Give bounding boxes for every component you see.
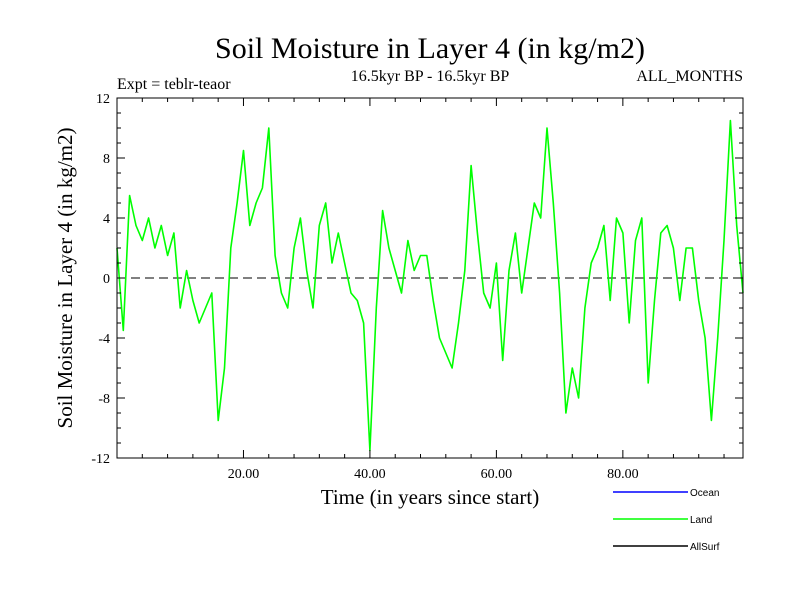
plot-area: -12 -8 -4 0 4 8 12 20.00 40.00 60.00 80.00	[91, 92, 744, 482]
x-axis-label: Time (in years since start)	[321, 485, 540, 509]
chart-subtitle: 16.5kyr BP - 16.5kyr BP	[351, 68, 510, 85]
x-tick-label: 40.00	[354, 467, 386, 482]
chart-title: Soil Moisture in Layer 4 (in kg/m2)	[215, 32, 645, 65]
y-axis-label: Soil Moisture in Layer 4 (in kg/m2)	[53, 128, 77, 429]
y-tick-label: -4	[98, 332, 110, 347]
period-label: ALL_MONTHS	[636, 68, 743, 85]
x-tick-label: 60.00	[481, 467, 513, 482]
legend: Ocean Land AllSurf	[613, 488, 720, 553]
y-tick-label: -8	[98, 392, 110, 407]
legend-label-allsurf: AllSurf	[690, 542, 720, 553]
experiment-label: Expt = teblr-teaor	[117, 76, 231, 93]
y-tick-label: -12	[91, 452, 110, 467]
series-line-land	[116, 119, 744, 452]
x-tick-label: 80.00	[607, 467, 639, 482]
legend-label-land: Land	[690, 515, 712, 526]
x-tick-label: 20.00	[228, 467, 260, 482]
legend-label-ocean: Ocean	[690, 488, 719, 499]
y-tick-label: 4	[103, 212, 110, 227]
y-tick-label: 8	[103, 152, 110, 167]
y-tick-label: 12	[96, 92, 110, 107]
y-tick-label: 0	[103, 272, 110, 287]
